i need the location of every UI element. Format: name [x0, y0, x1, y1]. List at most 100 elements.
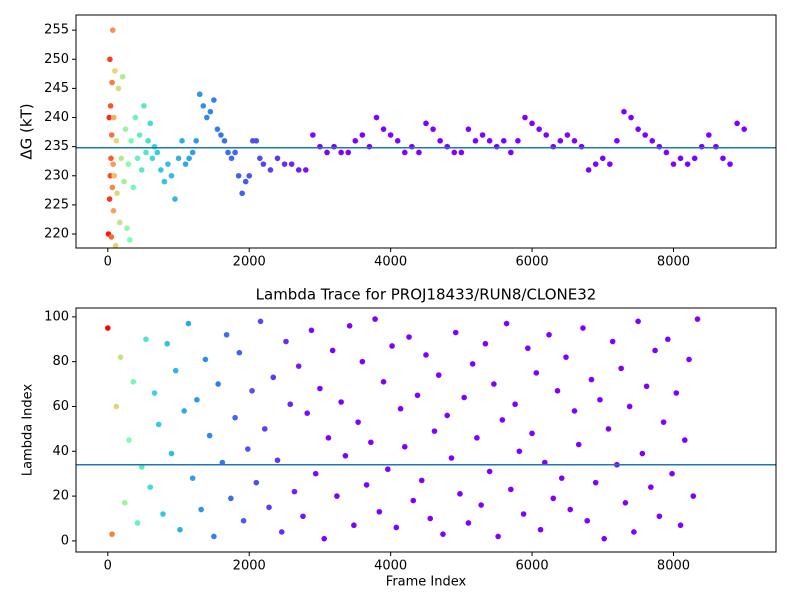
data-point	[452, 329, 459, 336]
data-point	[698, 143, 705, 150]
data-point	[461, 394, 467, 401]
data-point	[121, 178, 127, 185]
data-point	[189, 475, 196, 481]
y-tick-label: 0	[61, 533, 69, 548]
data-point	[522, 114, 528, 121]
data-point	[338, 149, 344, 156]
x-axis-label: Frame Index	[386, 575, 467, 590]
data-point	[261, 426, 268, 432]
data-point	[232, 149, 238, 156]
data-point	[291, 488, 298, 495]
data-point	[580, 325, 586, 331]
data-point	[592, 161, 599, 167]
data-point	[122, 126, 129, 132]
data-point	[321, 535, 327, 542]
data-point	[283, 338, 289, 345]
data-point	[211, 97, 217, 103]
data-point	[345, 149, 352, 156]
data-point	[571, 138, 578, 144]
data-point	[200, 103, 207, 109]
data-point	[236, 349, 243, 356]
data-point	[185, 320, 192, 327]
data-point	[670, 161, 677, 167]
data-point	[194, 396, 200, 403]
data-point	[186, 155, 192, 162]
data-point	[278, 529, 285, 535]
data-point	[114, 190, 120, 197]
data-point	[564, 132, 571, 138]
data-point	[112, 242, 119, 249]
data-point	[193, 138, 200, 144]
data-point	[410, 497, 417, 504]
data-point	[690, 493, 697, 499]
data-point	[182, 161, 189, 167]
data-point	[469, 361, 476, 367]
y-tick-label: 235	[44, 139, 69, 154]
x-tick-label: 0	[104, 255, 112, 270]
data-point	[109, 531, 115, 537]
data-point	[727, 161, 733, 167]
data-point	[448, 455, 455, 461]
data-point	[499, 417, 506, 423]
data-point	[605, 426, 612, 432]
data-point	[592, 479, 599, 486]
data-point	[575, 441, 582, 448]
data-point	[479, 132, 486, 138]
data-point	[352, 138, 359, 144]
data-point	[669, 470, 675, 477]
data-point	[149, 155, 156, 162]
data-point	[387, 132, 394, 138]
data-point	[274, 457, 281, 464]
data-point	[543, 132, 550, 138]
data-point	[108, 234, 115, 240]
data-point	[495, 533, 501, 540]
data-point	[334, 493, 340, 499]
y-tick-label: 100	[44, 309, 69, 324]
data-point	[435, 372, 442, 378]
data-point	[622, 500, 629, 506]
data-point	[204, 114, 210, 121]
data-point	[110, 161, 116, 167]
data-point	[599, 155, 606, 162]
data-point	[444, 143, 451, 150]
data-point	[734, 120, 740, 127]
data-point	[109, 184, 116, 191]
x-tick-label: 0	[104, 559, 112, 574]
data-point	[143, 336, 149, 343]
data-point	[444, 412, 451, 419]
data-point	[558, 475, 565, 481]
data-point	[372, 316, 378, 322]
data-point	[346, 323, 353, 329]
data-point	[578, 143, 585, 150]
data-point	[642, 132, 648, 138]
data-point	[355, 419, 361, 425]
data-point	[317, 385, 323, 392]
data-point	[168, 450, 175, 457]
data-point	[635, 318, 641, 325]
data-point	[563, 354, 569, 360]
data-point	[225, 149, 231, 156]
data-point	[295, 167, 302, 173]
data-point	[663, 149, 670, 156]
data-point	[585, 167, 592, 173]
data-point	[281, 161, 288, 167]
data-point	[500, 138, 507, 144]
y-tick-label: 240	[44, 110, 69, 125]
data-point	[584, 517, 591, 524]
data-point	[557, 138, 564, 144]
y-tick-label: 250	[44, 52, 69, 67]
data-point	[571, 408, 578, 414]
data-point	[618, 365, 624, 372]
data-point	[181, 408, 187, 414]
chart-title: Lambda Trace for PROJ18433/RUN8/CLONE32	[256, 286, 597, 304]
data-point	[533, 370, 540, 376]
data-point	[132, 114, 139, 121]
data-point	[486, 468, 493, 475]
data-point	[253, 479, 260, 486]
y-tick-label: 220	[44, 227, 69, 242]
data-point	[677, 522, 684, 529]
data-point	[147, 120, 154, 127]
data-point	[741, 126, 747, 132]
data-point	[270, 374, 277, 381]
